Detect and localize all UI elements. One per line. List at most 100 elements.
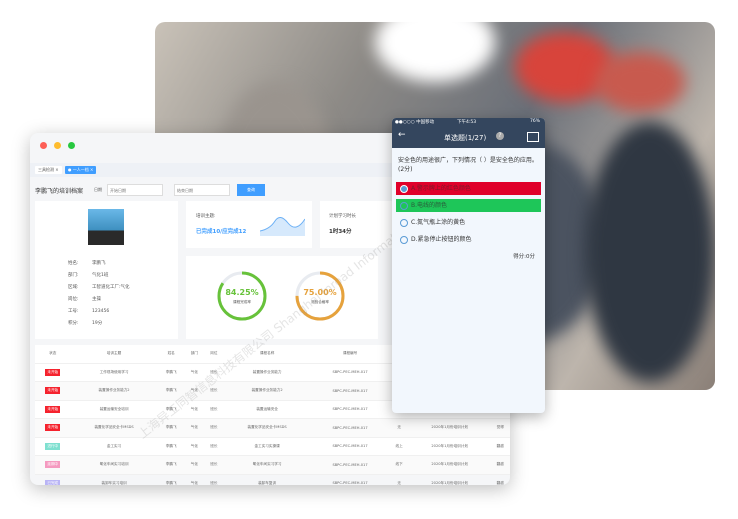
option-c[interactable]: C.氮气瓶上涂的黄色	[396, 216, 541, 229]
table-cell: 装置操作业务能力2	[223, 381, 311, 401]
table-cell: 气化	[184, 474, 205, 485]
phone-header: ●●○○○ 中国移动 下午4:53 76% ← 单选题(1/27) ?	[392, 118, 545, 148]
table-cell: 2020年1月份培训计划	[408, 474, 491, 485]
column-header: 姓名	[157, 345, 185, 364]
table-cell: 李鹏飞	[157, 400, 185, 419]
table-cell: SBPC-PEC-MEH-017	[310, 455, 390, 475]
ring-progress	[217, 271, 267, 321]
ring-progress	[295, 271, 345, 321]
table-cell: 班长	[204, 455, 224, 475]
option-a[interactable]: A.警示牌上的红色颜色	[396, 182, 541, 195]
sparkline	[260, 217, 305, 236]
table-cell: 李鹏飞	[157, 363, 185, 382]
status-badge: 已完成	[45, 479, 61, 485]
column-header: 培训主题	[70, 345, 158, 364]
column-header: 岗位	[204, 345, 224, 364]
table-cell: 无	[389, 418, 409, 438]
column-header: 状态	[35, 345, 71, 364]
table-cell: 装置操作业务能力2	[70, 381, 158, 401]
table-cell: 李鹏飞	[157, 418, 185, 438]
table-cell: 班长	[204, 381, 224, 401]
table-cell: SBPC-PEC-MEH-017	[310, 418, 390, 438]
table-cell: 气化	[184, 381, 205, 401]
table-cell: 线下	[389, 455, 409, 475]
table-cell: 2020年1月份培训计划	[408, 437, 491, 456]
table-cell: 装置运输安全	[223, 400, 311, 419]
table-cell: 金工实习	[70, 437, 158, 456]
column-header: 部门	[184, 345, 205, 364]
table-cell: 2020年1月份培训计划	[408, 455, 491, 475]
table-cell: 线上	[389, 437, 409, 456]
table-cell: SBPC-PEC-MEH-017	[310, 363, 390, 382]
question-title: 单选题(1/27)	[444, 134, 487, 142]
date-label: 日期	[94, 187, 102, 192]
column-header: 课程编号	[310, 345, 390, 364]
table-cell: 班长	[204, 400, 224, 419]
table-cell: 李鹏飞	[157, 455, 185, 475]
table-cell: SBPC-PEC-MEH-017	[310, 381, 390, 401]
table-cell: 李鹏飞	[157, 474, 185, 485]
status-badge: 延期中	[45, 461, 61, 469]
option-b[interactable]: B.电线的颜色	[396, 199, 541, 212]
status-badge: 未开始	[45, 424, 61, 432]
table-cell: 装卸车实习培训	[70, 474, 158, 485]
score-text: 得分:0分	[513, 254, 535, 260]
table-cell: 气化	[184, 437, 205, 456]
table-cell: 班长	[204, 418, 224, 438]
table-cell: 翻越	[490, 455, 510, 475]
table-cell: 装置操作业务能力	[223, 363, 311, 382]
profile-fields: 姓名: 李鹏飞 部门: 气化1班 区域: 工智道化工厂:气化 岗位: 主操 工号: 123…	[68, 261, 130, 326]
table-cell: SBPC-PEC-MEH-017	[310, 437, 390, 456]
status-badge: 未开始	[45, 405, 61, 413]
table-row[interactable]: 延期中 氧化车间实习培训 李鹏飞 气化 班长 氧化车间实习学习 SBPC-PEC-MEH-0…	[35, 455, 510, 475]
table-cell: SBPC-PEC-MEH-017	[310, 400, 390, 419]
table-cell: 装置运输安全培训	[70, 400, 158, 419]
status-badge: 未开始	[45, 368, 61, 376]
back-arrow-icon[interactable]: ←	[398, 130, 406, 140]
question-text: 安全色的用途很广，下列情况（ ）是安全色的应用。(2分)	[398, 157, 538, 173]
table-cell: 氧化车间实习学习	[223, 455, 311, 475]
table-cell: 李鹏飞	[157, 437, 185, 456]
table-row[interactable]: 已完成 装卸车实习培训 李鹏飞 气化 班长 装卸车复训 SBPC-PEC-MEH-017 无 2…	[35, 474, 510, 485]
table-cell: 无	[389, 474, 409, 485]
table-cell: 装置化学品安全卡MSDS	[223, 418, 311, 438]
answer-card-icon[interactable]	[527, 132, 539, 142]
table-cell: 气化	[184, 418, 205, 438]
option-d[interactable]: D.紧急停止按钮的颜色	[396, 233, 541, 246]
table-cell: SBPC-PEC-MEH-017	[310, 474, 390, 485]
table-cell: 2020年1月份培训计划	[408, 418, 491, 438]
table-cell: 气化	[184, 363, 205, 382]
table-row[interactable]: 未开始 装置化学品安全卡MSDS 李鹏飞 气化 班长 装置化学品安全卡MSDS SBPC-P…	[35, 418, 510, 438]
completion-ring: 84.25% 课程完成率	[216, 270, 268, 322]
help-icon[interactable]: ?	[496, 132, 504, 140]
status-badge: 未开始	[45, 387, 61, 395]
tab-inspection[interactable]: 三具检测 ×	[35, 166, 62, 174]
profile-card: 姓名: 李鹏飞 部门: 气化1班 区域: 工智道化工厂:气化 岗位: 主操 工号: 123…	[35, 201, 178, 339]
tab-archive[interactable]: ● 一人一档 ×	[65, 166, 97, 174]
table-cell: 班长	[204, 363, 224, 382]
table-cell: 工作现场使用学习	[70, 363, 158, 382]
table-cell: 翻越	[490, 437, 510, 456]
start-date-input[interactable]	[107, 184, 163, 196]
hours-card: 计划学习时长 1时34分	[320, 201, 400, 248]
status-badge: 进行中	[45, 442, 61, 450]
topic-card: 培训主题: 已完成10/应完成12	[186, 201, 312, 248]
table-cell: 装卸车复训	[223, 474, 311, 485]
page-title: 李鹏飞的培训档案	[35, 188, 84, 195]
table-cell: 翻越	[490, 474, 510, 485]
table-row[interactable]: 进行中 金工实习 李鹏飞 气化 班长 金工实习实操课 SBPC-PEC-MEH-017 线上 2…	[35, 437, 510, 456]
table-cell: 班长	[204, 474, 224, 485]
table-cell: 觉得	[490, 418, 510, 438]
end-date-input[interactable]	[174, 184, 230, 196]
table-cell: 气化	[184, 455, 205, 475]
table-cell: 气化	[184, 400, 205, 419]
pass-rate-ring: 75.00% 测验合格率	[294, 270, 346, 322]
table-cell: 金工实习实操课	[223, 437, 311, 456]
table-cell: 班长	[204, 437, 224, 456]
tab-bar: 三具检测 × ● 一人一档 ×	[30, 163, 510, 177]
column-header: 课程名称	[223, 345, 311, 364]
table-cell: 李鹏飞	[157, 381, 185, 401]
table-cell: 氧化车间实习培训	[70, 455, 158, 475]
query-button[interactable]: 查询	[237, 184, 265, 196]
rings-card: 84.25% 课程完成率 75.00% 测验合格率	[186, 256, 378, 339]
